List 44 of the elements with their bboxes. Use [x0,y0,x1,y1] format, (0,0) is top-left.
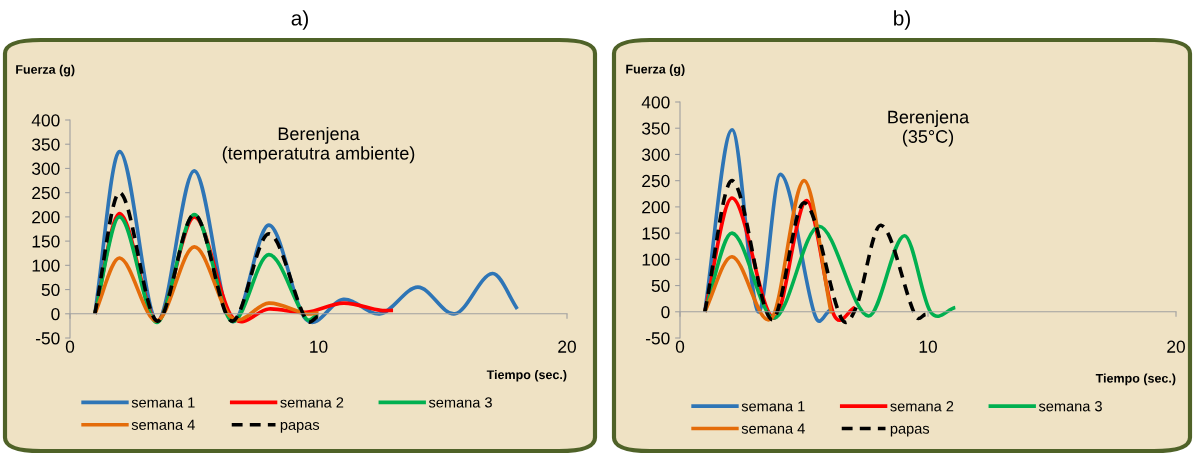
legend-label: semana 4 [741,423,805,434]
y-tick-label: 250 [642,174,670,188]
legend-label: semana 3 [428,397,492,408]
x-tick-label: 20 [558,340,576,353]
legend-label: semana 1 [131,397,195,408]
x-tick-label: 0 [65,340,75,353]
y-tick-label: 350 [641,122,670,135]
x-tick-label: 20 [1167,340,1185,353]
x-tick-label: 0 [675,340,685,353]
legend-label: semana 3 [1038,401,1102,412]
y-tick-label: 200 [642,201,670,214]
legend-label: semana 2 [890,401,954,412]
y-tick-label: 400 [641,96,670,109]
y-tick-label: 50 [651,279,670,293]
x-tick-label: 10 [919,340,937,353]
y-tick-label: 300 [641,148,670,161]
y-tick-label: 300 [31,162,60,175]
legend-label: papas [280,421,320,433]
x-axis-title: Tiempo (sec.) [1095,373,1176,386]
y-tick-label: -50 [645,332,670,345]
y-axis-title: Fuerza (g) [16,64,75,77]
y-tick-label: 0 [51,307,60,321]
y-tick-label: 100 [642,253,670,266]
y-tick-label: 250 [32,186,60,200]
y-tick-label: 0 [661,305,670,319]
y-tick-label: 50 [41,283,60,297]
legend-label: papas [890,425,930,437]
y-tick-label: 400 [31,114,60,127]
text: Berenjena (temperatutra ambiente) [222,126,415,164]
legend-label: semana 1 [741,401,805,412]
y-tick-label: 200 [32,211,60,224]
x-tick-label: 10 [310,340,328,353]
y-tick-label: -50 [35,332,60,345]
legend-label: semana 2 [280,397,344,408]
y-tick-label: 350 [31,138,60,151]
y-tick-label: 100 [32,259,60,272]
text: b) [894,10,910,30]
x-axis-title: Tiempo (sec.) [486,369,567,382]
text: a) [291,10,308,30]
legend-label: semana 4 [131,419,195,430]
y-tick-label: 150 [32,235,60,248]
y-tick-label: 150 [642,227,670,240]
y-axis-title: Fuerza (g) [626,64,685,77]
text: Berenjena (35°C) [888,110,970,147]
